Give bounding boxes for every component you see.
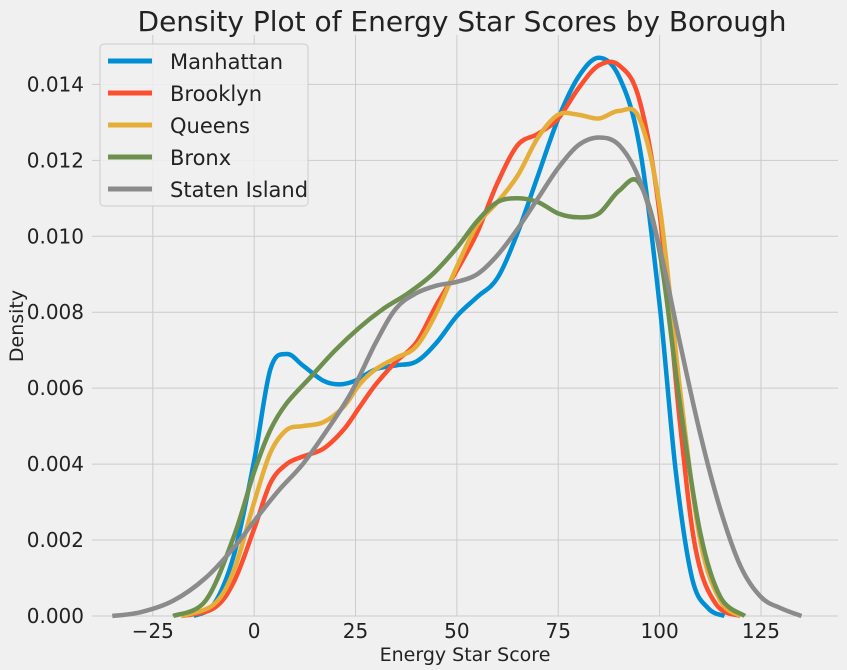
y-tick-label: 0.012 [27,148,84,172]
x-tick-label: 125 [742,619,780,643]
series-line-staten-island [112,135,803,619]
y-tick-labels: 0.000 0.002 0.004 0.006 0.008 0.010 0.012 0.014 [27,72,84,628]
chart-title: Density Plot of Energy Star Scores by Bo… [138,5,787,38]
x-axis-label: Energy Star Score [380,644,551,666]
legend: Manhattan Brooklyn Queens Bronx Staten Islan… [99,43,309,207]
y-tick-label: 0.008 [27,300,84,324]
x-tick-label: 75 [546,619,571,643]
x-tick-label: −25 [132,619,174,643]
y-tick-label: 0.004 [27,452,84,476]
legend-label: Staten Island [170,178,308,202]
series-line-bronx [172,177,747,619]
series-line-queens [180,106,743,619]
y-tick-label: 0.000 [27,604,84,628]
legend-label: Queens [170,114,250,138]
y-axis-label: Density [6,290,28,362]
legend-label: Manhattan [170,50,283,74]
legend-label: Brooklyn [170,82,262,106]
series-line-manhattan [192,55,726,619]
x-tick-label: 50 [444,619,469,643]
x-tick-labels: −25 0 25 50 75 100 125 [132,619,780,643]
series-lines [112,55,803,619]
y-tick-label: 0.014 [27,72,84,96]
legend-frame [99,43,309,207]
y-tick-label: 0.002 [27,528,84,552]
x-tick-label: 100 [641,619,679,643]
legend-label: Bronx [170,146,231,170]
y-tick-label: 0.006 [27,376,84,400]
x-tick-label: 0 [248,619,261,643]
x-tick-label: 25 [343,619,368,643]
grid [92,35,838,617]
y-tick-label: 0.010 [27,224,84,248]
